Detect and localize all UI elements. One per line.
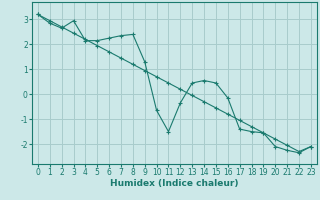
X-axis label: Humidex (Indice chaleur): Humidex (Indice chaleur) [110,179,239,188]
